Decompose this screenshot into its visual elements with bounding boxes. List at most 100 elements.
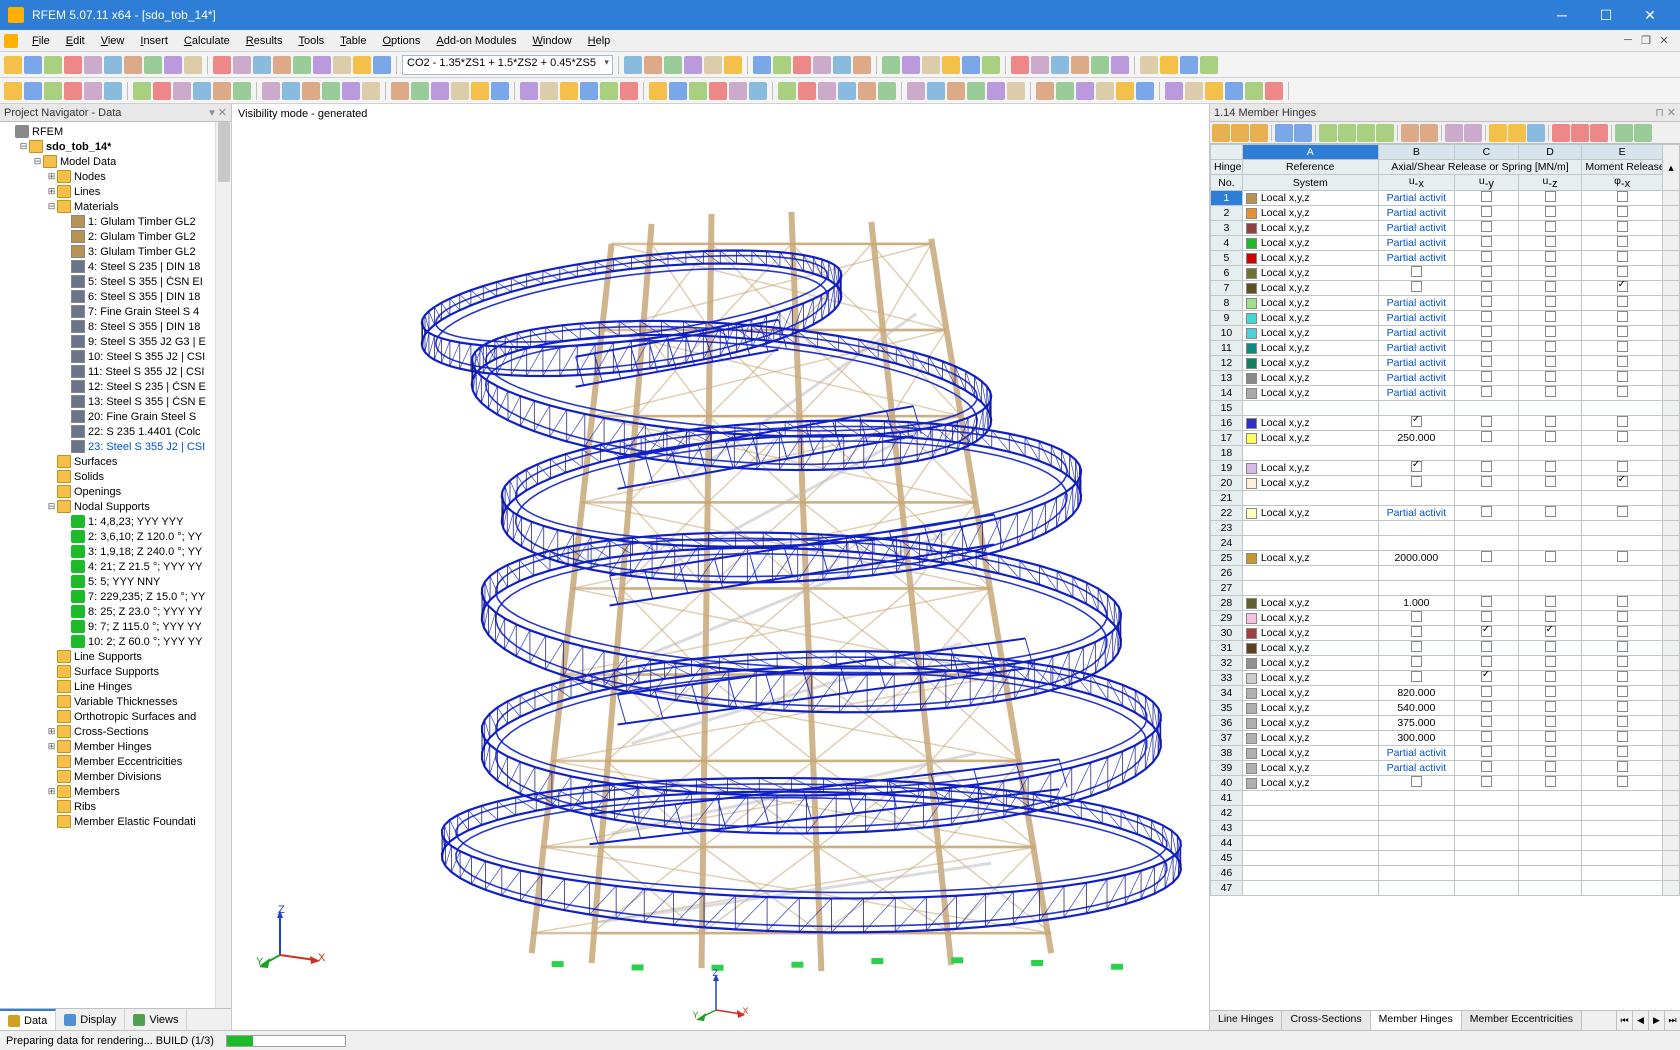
toolbar-button[interactable]: [560, 82, 578, 100]
toolbar-button[interactable]: [600, 82, 618, 100]
tree-row[interactable]: Variable Thicknesses: [0, 694, 231, 709]
toolbar-button[interactable]: [1007, 82, 1025, 100]
toolbar-button[interactable]: [431, 82, 449, 100]
menu-view[interactable]: View: [93, 33, 133, 49]
minimize-button[interactable]: ─: [1540, 0, 1584, 30]
tree-row[interactable]: 4: Steel S 235 | DIN 18: [0, 259, 231, 274]
table-row[interactable]: 5Local x,y,zPartial activit: [1211, 251, 1680, 266]
toolbar-button[interactable]: [373, 56, 391, 74]
table-toolbar-button[interactable]: [1615, 124, 1633, 142]
table-row[interactable]: 29Local x,y,z: [1211, 611, 1680, 626]
table-toolbar-button[interactable]: [1420, 124, 1438, 142]
toolbar-button[interactable]: [64, 56, 82, 74]
tree-row[interactable]: 6: Steel S 355 | DIN 18: [0, 289, 231, 304]
tree-row[interactable]: Member Divisions: [0, 769, 231, 784]
table-tab-nav[interactable]: ▶: [1648, 1011, 1664, 1030]
navigator-tab-views[interactable]: Views: [125, 1009, 187, 1030]
toolbar-button[interactable]: [580, 82, 598, 100]
table-row[interactable]: 12Local x,y,zPartial activit: [1211, 356, 1680, 371]
toolbar-button[interactable]: [491, 82, 509, 100]
navigator-dropdown-icon[interactable]: ▾: [209, 106, 215, 119]
tree-row[interactable]: ⊟Materials: [0, 199, 231, 214]
toolbar-button[interactable]: [1165, 82, 1183, 100]
toolbar-button[interactable]: [922, 56, 940, 74]
mdi-minimize[interactable]: ─: [1620, 34, 1636, 47]
tree-row[interactable]: 8: Steel S 355 | DIN 18: [0, 319, 231, 334]
menu-options[interactable]: Options: [374, 33, 428, 49]
toolbar-button[interactable]: [411, 82, 429, 100]
toolbar-button[interactable]: [987, 82, 1005, 100]
toolbar-button[interactable]: [1185, 82, 1203, 100]
menu-edit[interactable]: Edit: [58, 33, 93, 49]
table-row[interactable]: 22Local x,y,zPartial activit: [1211, 506, 1680, 521]
toolbar-button[interactable]: [44, 82, 62, 100]
table-row[interactable]: 1Local x,y,zPartial activit: [1211, 191, 1680, 206]
toolbar-button[interactable]: [1265, 82, 1283, 100]
table-toolbar-button[interactable]: [1294, 124, 1312, 142]
toolbar-button[interactable]: [144, 56, 162, 74]
toolbar-button[interactable]: [669, 82, 687, 100]
toolbar-button[interactable]: [313, 56, 331, 74]
toolbar-button[interactable]: [927, 82, 945, 100]
tree-row[interactable]: 23: Steel S 355 J2 | CSI: [0, 439, 231, 454]
table-toolbar-button[interactable]: [1552, 124, 1570, 142]
toolbar-button[interactable]: [773, 56, 791, 74]
table-row[interactable]: 42: [1211, 806, 1680, 821]
table-row[interactable]: 3Local x,y,zPartial activit: [1211, 221, 1680, 236]
tree-row[interactable]: 1: Glulam Timber GL2: [0, 214, 231, 229]
toolbar-button[interactable]: [1200, 56, 1218, 74]
toolbar-button[interactable]: [798, 82, 816, 100]
toolbar-button[interactable]: [471, 82, 489, 100]
table-grid[interactable]: ABCDE▴HingeReferenceAxial/Shear Release …: [1210, 144, 1680, 1010]
toolbar-button[interactable]: [1071, 56, 1089, 74]
table-row[interactable]: 15: [1211, 401, 1680, 416]
toolbar-button[interactable]: [322, 82, 340, 100]
toolbar-button[interactable]: [124, 56, 142, 74]
toolbar-button[interactable]: [902, 56, 920, 74]
toolbar-button[interactable]: [233, 56, 251, 74]
table-pin-icon[interactable]: ⊓: [1655, 106, 1664, 119]
toolbar-button[interactable]: [793, 56, 811, 74]
tree-row[interactable]: Ribs: [0, 799, 231, 814]
toolbar-button[interactable]: [1076, 82, 1094, 100]
table-row[interactable]: 24: [1211, 536, 1680, 551]
menu-window[interactable]: Window: [525, 33, 580, 49]
toolbar-button[interactable]: [1056, 82, 1074, 100]
tree-row[interactable]: Member Eccentricities: [0, 754, 231, 769]
tree-row[interactable]: 10: Steel S 355 J2 | CSI: [0, 349, 231, 364]
table-row[interactable]: 11Local x,y,zPartial activit: [1211, 341, 1680, 356]
table-toolbar-button[interactable]: [1338, 124, 1356, 142]
table-row[interactable]: 37Local x,y,z300.000: [1211, 731, 1680, 746]
toolbar-button[interactable]: [84, 56, 102, 74]
tree-row[interactable]: Surfaces: [0, 454, 231, 469]
table-row[interactable]: 44: [1211, 836, 1680, 851]
table-row[interactable]: 32Local x,y,z: [1211, 656, 1680, 671]
toolbar-button[interactable]: [353, 56, 371, 74]
table-toolbar-button[interactable]: [1319, 124, 1337, 142]
toolbar-button[interactable]: [753, 56, 771, 74]
tree-row[interactable]: Member Elastic Foundati: [0, 814, 231, 829]
toolbar-button[interactable]: [1136, 82, 1154, 100]
toolbar-button[interactable]: [4, 56, 22, 74]
table-toolbar-button[interactable]: [1376, 124, 1394, 142]
tree-row[interactable]: 4: 21; Z 21.5 °; YYY YY: [0, 559, 231, 574]
toolbar-button[interactable]: [253, 56, 271, 74]
table-row[interactable]: 23: [1211, 521, 1680, 536]
table-row[interactable]: 2Local x,y,zPartial activit: [1211, 206, 1680, 221]
tree-row[interactable]: ⊞Nodes: [0, 169, 231, 184]
app-menu-icon[interactable]: [4, 34, 18, 48]
toolbar-button[interactable]: [24, 56, 42, 74]
tree-row[interactable]: ⊞Cross-Sections: [0, 724, 231, 739]
table-tab-nav[interactable]: ⏭: [1664, 1011, 1680, 1030]
tree-row[interactable]: 1: 4,8,23; YYY YYY: [0, 514, 231, 529]
menu-insert[interactable]: Insert: [132, 33, 176, 49]
table-row[interactable]: 31Local x,y,z: [1211, 641, 1680, 656]
toolbar-button[interactable]: [1031, 56, 1049, 74]
table-row[interactable]: 14Local x,y,zPartial activit: [1211, 386, 1680, 401]
table-toolbar-button[interactable]: [1590, 124, 1608, 142]
navigator-tab-data[interactable]: Data: [0, 1009, 56, 1030]
toolbar-button[interactable]: [853, 56, 871, 74]
toolbar-button[interactable]: [173, 82, 191, 100]
tree-row[interactable]: 9: Steel S 355 J2 G3 | E: [0, 334, 231, 349]
toolbar-button[interactable]: [164, 56, 182, 74]
